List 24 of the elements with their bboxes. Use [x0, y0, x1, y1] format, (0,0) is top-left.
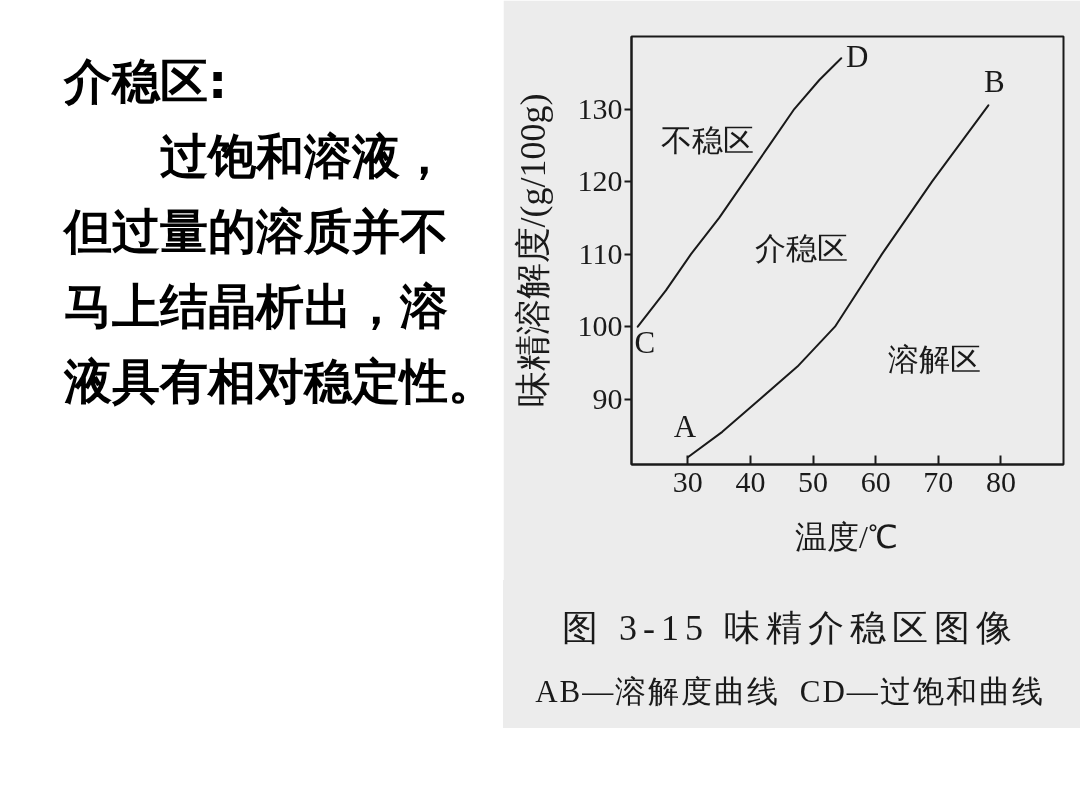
annotation: B	[984, 63, 1005, 99]
x-tick-label: 30	[672, 464, 703, 498]
x-tick-label: 40	[735, 464, 766, 498]
x-tick-label: 80	[985, 464, 1016, 498]
annotation: D	[846, 38, 869, 74]
y-tick-label: 120	[577, 164, 623, 198]
y-axis-title: 味精溶解度/(g/100g)	[512, 93, 553, 408]
x-axis-title: 温度/℃	[795, 518, 898, 555]
x-tick-label: 70	[923, 464, 954, 498]
annotation: 不稳区	[660, 123, 754, 159]
y-tick-label: 90	[592, 381, 623, 415]
text: 介稳区:	[64, 52, 229, 111]
x-tick-label: 60	[860, 464, 891, 498]
text: 图 3-15 味精介稳区图像	[561, 607, 1019, 650]
annotation: 溶解区	[887, 342, 981, 378]
annotation: C	[634, 325, 656, 361]
y-tick-label: 110	[578, 236, 623, 270]
text: AB—溶解度曲线 CD—过饱和曲线	[535, 673, 1045, 711]
annotation: A	[673, 408, 697, 444]
y-tick-label: 100	[577, 309, 623, 343]
y-tick-label: 130	[577, 91, 623, 125]
annotation: 介稳区	[755, 230, 849, 266]
x-tick-label: 50	[798, 464, 829, 498]
text: 过饱和溶液，但过量的溶质并不马上结晶析出，溶液具有相对稳定性。	[64, 127, 496, 411]
